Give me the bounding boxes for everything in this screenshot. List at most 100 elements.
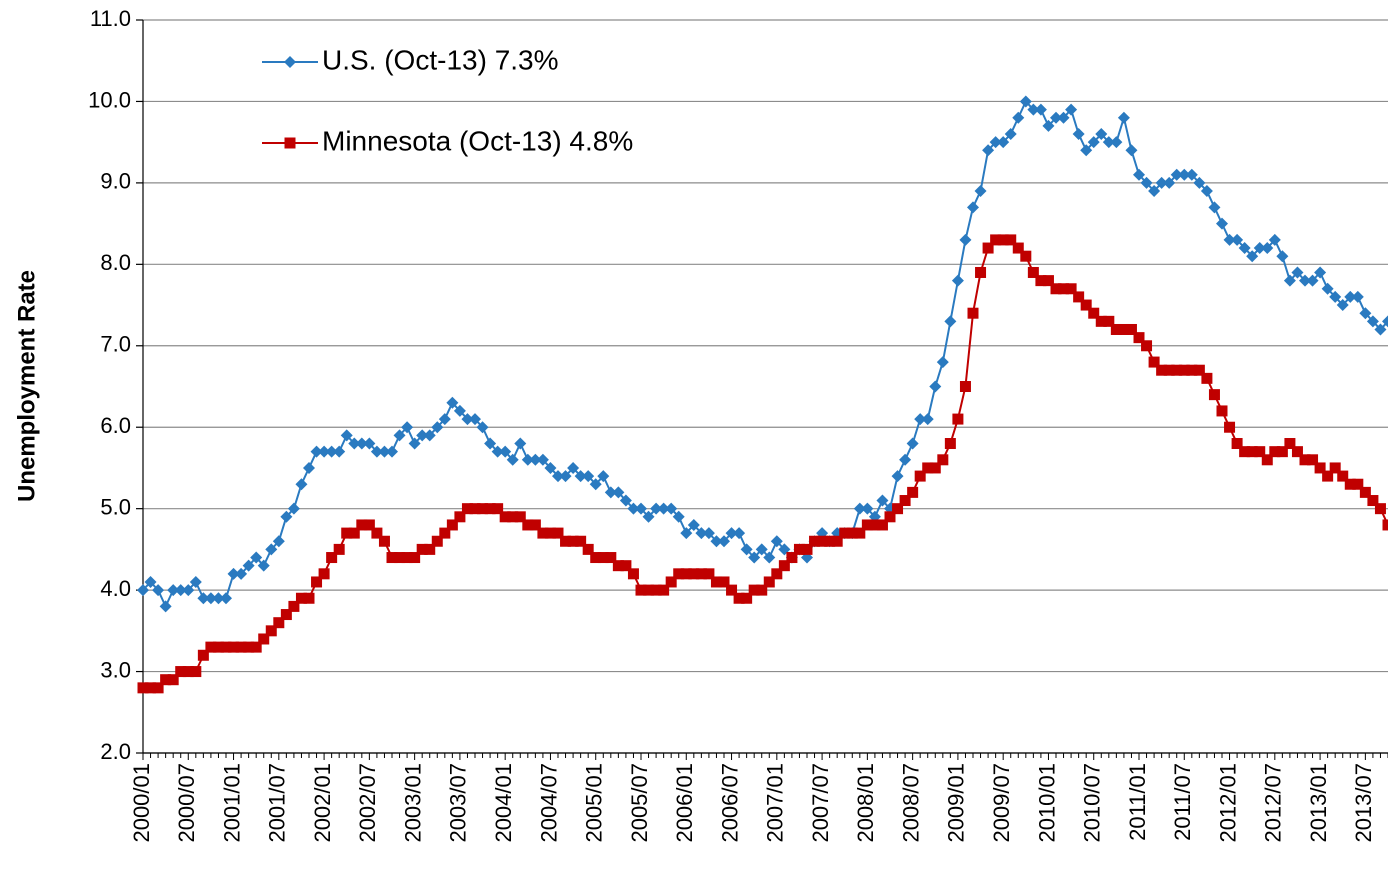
point (333, 543, 345, 555)
x-tick-label: 2012/07 (1261, 763, 1286, 843)
point (1344, 478, 1356, 490)
x-tick-label: 2009/07 (989, 763, 1014, 843)
point (665, 502, 678, 515)
point (499, 511, 511, 523)
point (725, 527, 738, 540)
y-axis-title: Unemployment Rate (13, 270, 40, 502)
point (582, 470, 595, 483)
point (1133, 168, 1145, 181)
point (491, 445, 504, 458)
x-tick-label: 2013/01 (1306, 763, 1331, 843)
point (1321, 282, 1334, 295)
point (1027, 266, 1039, 278)
point (401, 421, 414, 434)
point (416, 543, 428, 555)
point (688, 568, 700, 580)
point (265, 543, 278, 556)
y-tick-label: 3.0 (100, 657, 131, 682)
point (1148, 356, 1160, 368)
point (295, 592, 307, 604)
point (657, 502, 670, 515)
point (672, 510, 685, 523)
point (1042, 119, 1055, 132)
point (378, 445, 391, 458)
point (250, 551, 263, 564)
point (174, 584, 187, 597)
x-tick-label: 2010/01 (1034, 763, 1059, 843)
point (997, 234, 1009, 246)
point (484, 437, 497, 450)
point (265, 625, 277, 637)
point (1004, 128, 1017, 141)
point (242, 559, 255, 572)
x-tick-label: 2001/07 (265, 763, 290, 843)
y-tick-label: 11.0 (90, 6, 131, 31)
point (582, 543, 594, 555)
y-tick-label: 8.0 (100, 250, 131, 275)
point (378, 535, 390, 547)
point (499, 445, 512, 458)
point (1299, 454, 1311, 466)
point (846, 527, 858, 539)
point (1322, 470, 1334, 482)
point (1110, 323, 1122, 335)
point (574, 470, 587, 483)
point (567, 535, 579, 547)
point (1366, 315, 1379, 328)
point (1336, 299, 1349, 312)
point (461, 413, 474, 426)
point (521, 453, 534, 466)
point (1057, 111, 1070, 124)
x-tick-label: 2010/07 (1080, 763, 1105, 843)
point (937, 454, 949, 466)
point (876, 519, 888, 531)
point (853, 502, 866, 515)
point (1125, 144, 1138, 157)
point (1307, 454, 1319, 466)
y-tick-label: 7.0 (100, 332, 131, 357)
point (145, 682, 157, 694)
legend-label: U.S. (Oct-13) 7.3% (322, 44, 559, 75)
point (438, 413, 451, 426)
point (921, 413, 934, 426)
point (1088, 307, 1100, 319)
point (189, 575, 202, 588)
point (1193, 176, 1206, 189)
x-tick-label: 2012/01 (1215, 763, 1240, 843)
point (643, 584, 655, 596)
point (137, 584, 149, 597)
point (476, 421, 489, 434)
point (839, 527, 851, 539)
point (612, 560, 624, 572)
point (914, 470, 926, 482)
point (1201, 372, 1213, 384)
point (967, 307, 979, 319)
x-tick-label: 2004/01 (491, 763, 516, 843)
point (393, 429, 406, 442)
point (560, 535, 572, 547)
point (522, 519, 534, 531)
point (650, 584, 662, 596)
point (1276, 250, 1289, 263)
point (160, 674, 172, 686)
point (869, 519, 881, 531)
point (303, 592, 315, 604)
point (1019, 95, 1032, 108)
point (929, 380, 942, 393)
point (748, 551, 761, 564)
point (786, 552, 798, 564)
x-tick-label: 2000/07 (174, 763, 199, 843)
point (1269, 446, 1281, 458)
point (272, 535, 285, 548)
point (1110, 136, 1123, 149)
point (227, 567, 240, 580)
point (952, 413, 964, 425)
point (1344, 290, 1357, 303)
point (311, 576, 323, 588)
point (1102, 136, 1115, 149)
point (1352, 478, 1364, 490)
point (1254, 446, 1266, 458)
point (1239, 446, 1251, 458)
point (1276, 446, 1288, 458)
point (748, 584, 760, 596)
